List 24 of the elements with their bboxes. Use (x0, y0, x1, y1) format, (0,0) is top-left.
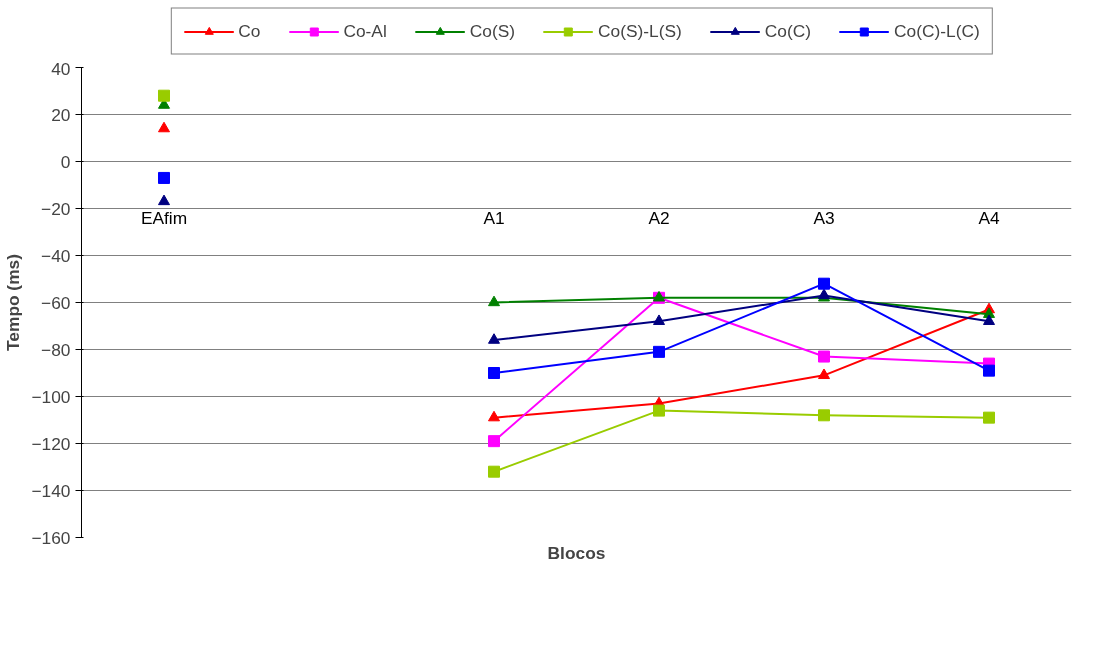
x-tick-label: A2 (648, 207, 670, 228)
y-tick-label: 40 (51, 58, 71, 79)
y-tick-label: −160 (31, 527, 71, 548)
legend-label: Co (238, 20, 261, 42)
y-tick-label: −120 (31, 433, 71, 454)
y-tick-label: −100 (31, 386, 71, 407)
x-tick-label: A1 (483, 207, 505, 228)
legend-label: Co(S)-L(S) (598, 20, 682, 42)
y-tick-label: −80 (41, 339, 71, 360)
x-tick-label: A4 (978, 207, 1000, 228)
legend-label: Co(C) (764, 20, 812, 42)
y-tick-label: −20 (41, 198, 71, 219)
legend-label: Co(S) (469, 20, 516, 42)
x-axis-title: Blocos (547, 542, 606, 563)
y-tick-label: −60 (41, 292, 71, 313)
y-tick-label: −40 (41, 245, 71, 266)
y-tick-label: 20 (51, 104, 71, 125)
legend-label: Co(C)-L(C) (894, 20, 980, 42)
y-tick-label: −140 (31, 480, 71, 501)
legend-label: Co-Al (343, 20, 387, 42)
x-tick-label: EAfim (140, 207, 188, 228)
y-tick-label: 0 (60, 151, 71, 172)
y-axis-title: Tempo (ms) (3, 254, 24, 351)
x-tick-label: A3 (813, 207, 835, 228)
